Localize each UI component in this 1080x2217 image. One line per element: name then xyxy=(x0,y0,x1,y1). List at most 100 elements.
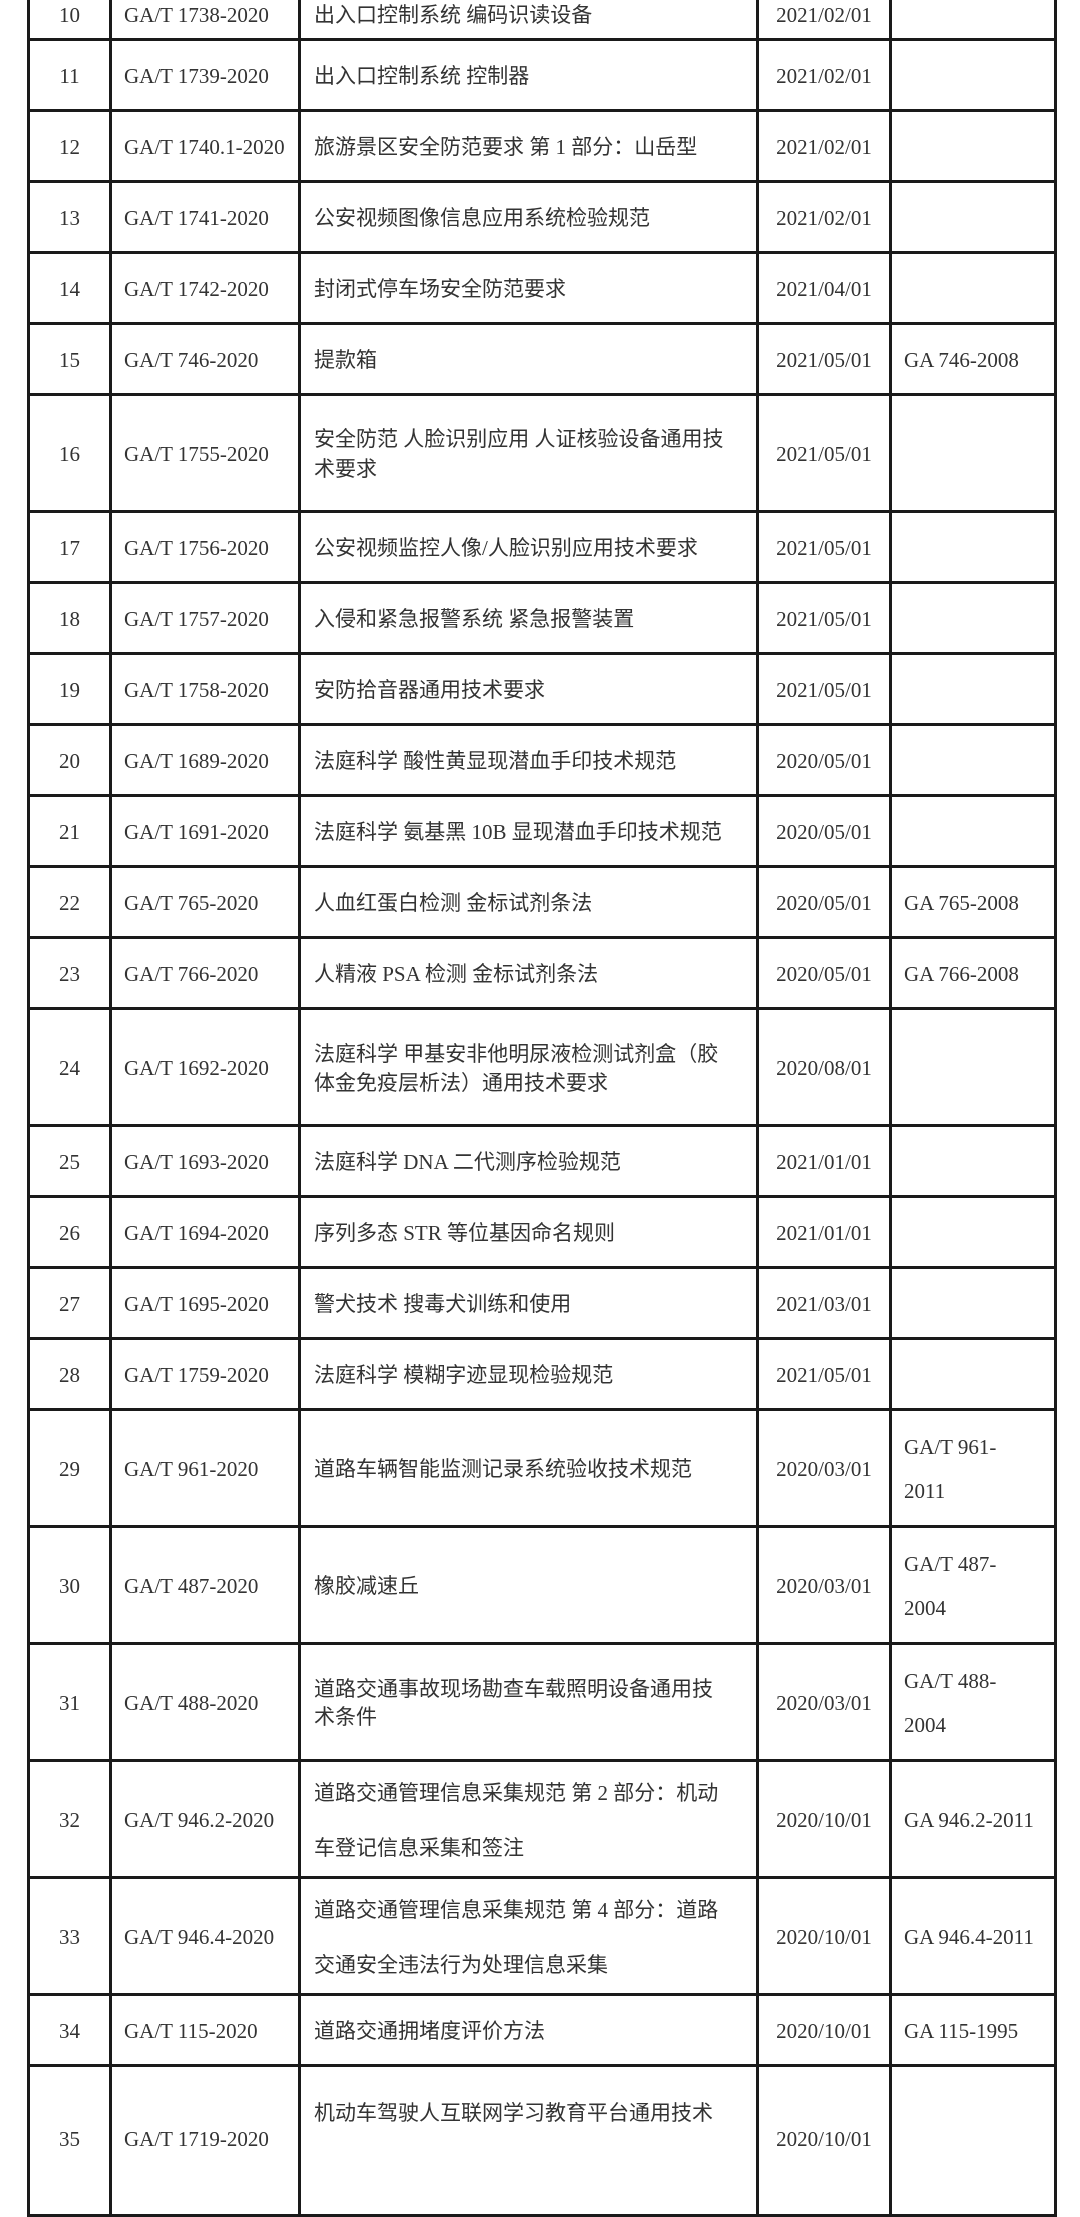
standard-code: GA/T 1742-2020 xyxy=(109,251,301,325)
standard-title-line: 法庭科学 DNA 二代测序检验规范 xyxy=(314,1150,621,1174)
table-row: 24 GA/T 1692-2020 法庭科学 甲基安非他明尿液检测试剂盒（胶 体金免疫… xyxy=(27,1007,1057,1127)
replaced-standard-line: GA 746-2008 xyxy=(904,348,1019,372)
effective-date: 2021/02/01 xyxy=(756,38,892,112)
replaced-standard xyxy=(889,251,1057,325)
standard-title: 公安视频图像信息应用系统检验规范 xyxy=(298,180,759,254)
table-row: 25 GA/T 1693-2020 法庭科学 DNA 二代测序检验规范 2021/01… xyxy=(27,1124,1057,1198)
standard-code: GA/T 1741-2020 xyxy=(109,180,301,254)
replaced-standard xyxy=(889,393,1057,513)
standard-code: GA/T 1739-2020 xyxy=(109,38,301,112)
effective-date: 2020/10/01 xyxy=(756,1876,892,1996)
standard-title: 道路交通拥堵度评价方法 xyxy=(298,1993,759,2067)
row-number: 18 xyxy=(27,581,112,655)
replaced-standard-line: GA/T 488- xyxy=(904,1669,997,1693)
standard-title: 入侵和紧急报警系统 紧急报警装置 xyxy=(298,581,759,655)
replaced-standard-line: GA 765-2008 xyxy=(904,891,1019,915)
table-row: 29 GA/T 961-2020 道路车辆智能监测记录系统验收技术规范 2020/03… xyxy=(27,1408,1057,1528)
effective-date: 2021/01/01 xyxy=(756,1195,892,1269)
replaced-standard: GA 946.2-2011 xyxy=(889,1759,1057,1879)
row-number: 28 xyxy=(27,1337,112,1411)
table-row: 33 GA/T 946.4-2020 道路交通管理信息采集规范 第 4 部分：道路交… xyxy=(27,1876,1057,1996)
standard-code: GA/T 1738-2020 xyxy=(109,0,301,41)
standard-title-line: 法庭科学 甲基安非他明尿液检测试剂盒（胶 xyxy=(314,1041,719,1066)
table-row: 19 GA/T 1758-2020 安防拾音器通用技术要求 2021/05/01 xyxy=(27,652,1057,726)
table-row: 13 GA/T 1741-2020 公安视频图像信息应用系统检验规范 2021/02/… xyxy=(27,180,1057,254)
standard-title: 出入口控制系统 控制器 xyxy=(298,38,759,112)
standard-code: GA/T 1757-2020 xyxy=(109,581,301,655)
replaced-standard xyxy=(889,180,1057,254)
standard-title-line: 人血红蛋白检测 金标试剂条法 xyxy=(314,891,593,915)
standard-code: GA/T 765-2020 xyxy=(109,865,301,939)
standard-title: 出入口控制系统 编码识读设备 xyxy=(298,0,759,41)
standard-title-line: 出入口控制系统 控制器 xyxy=(314,64,530,88)
standard-title: 道路车辆智能监测记录系统验收技术规范 xyxy=(298,1408,759,1528)
replaced-standard xyxy=(889,510,1057,584)
standard-title: 橡胶减速丘 xyxy=(298,1525,759,1645)
row-number: 31 xyxy=(27,1642,112,1762)
replaced-standard xyxy=(889,723,1057,797)
standard-title: 法庭科学 模糊字迹显现检验规范 xyxy=(298,1337,759,1411)
effective-date: 2021/05/01 xyxy=(756,652,892,726)
replaced-standard: GA 115-1995 xyxy=(889,1993,1057,2067)
table-row: 18 GA/T 1757-2020 入侵和紧急报警系统 紧急报警装置 2021/05/… xyxy=(27,581,1057,655)
standard-title-line: 道路交通管理信息采集规范 第 4 部分：道路 xyxy=(314,1897,719,1922)
replaced-standard: GA 746-2008 xyxy=(889,322,1057,396)
standard-title: 公安视频监控人像/人脸识别应用技术要求 xyxy=(298,510,759,584)
standard-code: GA/T 766-2020 xyxy=(109,936,301,1010)
effective-date: 2020/03/01 xyxy=(756,1642,892,1762)
replaced-standard-line: 2004 xyxy=(904,1713,946,1737)
standard-title-line: 法庭科学 酸性黄显现潜血手印技术规范 xyxy=(314,749,677,773)
standard-title-line: 术条件 xyxy=(314,1705,377,1729)
standard-code: GA/T 946.2-2020 xyxy=(109,1759,301,1879)
standard-title-line: 安防拾音器通用技术要求 xyxy=(314,678,545,702)
row-number: 30 xyxy=(27,1525,112,1645)
row-number: 19 xyxy=(27,652,112,726)
standard-code: GA/T 115-2020 xyxy=(109,1993,301,2067)
effective-date: 2021/03/01 xyxy=(756,1266,892,1340)
standard-title-line: 入侵和紧急报警系统 紧急报警装置 xyxy=(314,607,635,631)
standard-title-line: 道路交通事故现场勘查车载照明设备通用技 xyxy=(314,1677,713,1701)
row-number: 29 xyxy=(27,1408,112,1528)
table-row: 32 GA/T 946.2-2020 道路交通管理信息采集规范 第 2 部分：机动车… xyxy=(27,1759,1057,1879)
standard-title: 法庭科学 DNA 二代测序检验规范 xyxy=(298,1124,759,1198)
replaced-standard: GA/T 488- 2004 xyxy=(889,1642,1057,1762)
row-number: 16 xyxy=(27,393,112,513)
effective-date: 2021/05/01 xyxy=(756,510,892,584)
effective-date: 2021/05/01 xyxy=(756,581,892,655)
standard-code: GA/T 1692-2020 xyxy=(109,1007,301,1127)
replaced-standard-line: 2011 xyxy=(904,1479,946,1503)
standard-code: GA/T 1756-2020 xyxy=(109,510,301,584)
effective-date: 2021/04/01 xyxy=(756,251,892,325)
standard-title-line: 法庭科学 模糊字迹显现检验规范 xyxy=(314,1363,614,1387)
standard-title-line: 道路车辆智能监测记录系统验收技术规范 xyxy=(314,1457,692,1481)
table-row: 31 GA/T 488-2020 道路交通事故现场勘查车载照明设备通用技 术条件 202… xyxy=(27,1642,1057,1762)
standards-table: 10 GA/T 1738-2020 出入口控制系统 编码识读设备 2021/02/01… xyxy=(27,0,1057,2217)
effective-date: 2020/03/01 xyxy=(756,1525,892,1645)
row-number: 26 xyxy=(27,1195,112,1269)
row-number: 13 xyxy=(27,180,112,254)
table-row: 21 GA/T 1691-2020 法庭科学 氨基黑 10B 显现潜血手印技术规范 2… xyxy=(27,794,1057,868)
effective-date: 2020/05/01 xyxy=(756,936,892,1010)
standard-code: GA/T 946.4-2020 xyxy=(109,1876,301,1996)
row-number: 15 xyxy=(27,322,112,396)
standard-title-line: 法庭科学 氨基黑 10B 显现潜血手印技术规范 xyxy=(314,820,722,844)
standard-title-line: 交通安全违法行为处理信息采集 xyxy=(314,1952,608,1977)
effective-date: 2020/05/01 xyxy=(756,723,892,797)
row-number: 24 xyxy=(27,1007,112,1127)
replaced-standard-line: GA 115-1995 xyxy=(904,2019,1019,2043)
replaced-standard: GA/T 961- 2011 xyxy=(889,1408,1057,1528)
table-row: 14 GA/T 1742-2020 封闭式停车场安全防范要求 2021/04/01 xyxy=(27,251,1057,325)
replaced-standard: GA 765-2008 xyxy=(889,865,1057,939)
standard-title-line: 车登记信息采集和签注 xyxy=(314,1835,524,1860)
replaced-standard xyxy=(889,1007,1057,1127)
replaced-standard xyxy=(889,794,1057,868)
row-number: 10 xyxy=(27,0,112,41)
table-row: 17 GA/T 1756-2020 公安视频监控人像/人脸识别应用技术要求 2021/… xyxy=(27,510,1057,584)
standard-title: 封闭式停车场安全防范要求 xyxy=(298,251,759,325)
standard-code: GA/T 1691-2020 xyxy=(109,794,301,868)
table-row: 11 GA/T 1739-2020 出入口控制系统 控制器 2021/02/01 xyxy=(27,38,1057,112)
row-number: 12 xyxy=(27,109,112,183)
replaced-standard xyxy=(889,1337,1057,1411)
table-row: 15 GA/T 746-2020 提款箱 2021/05/01 GA 746-2008 xyxy=(27,322,1057,396)
standard-title: 警犬技术 搜毒犬训练和使用 xyxy=(298,1266,759,1340)
